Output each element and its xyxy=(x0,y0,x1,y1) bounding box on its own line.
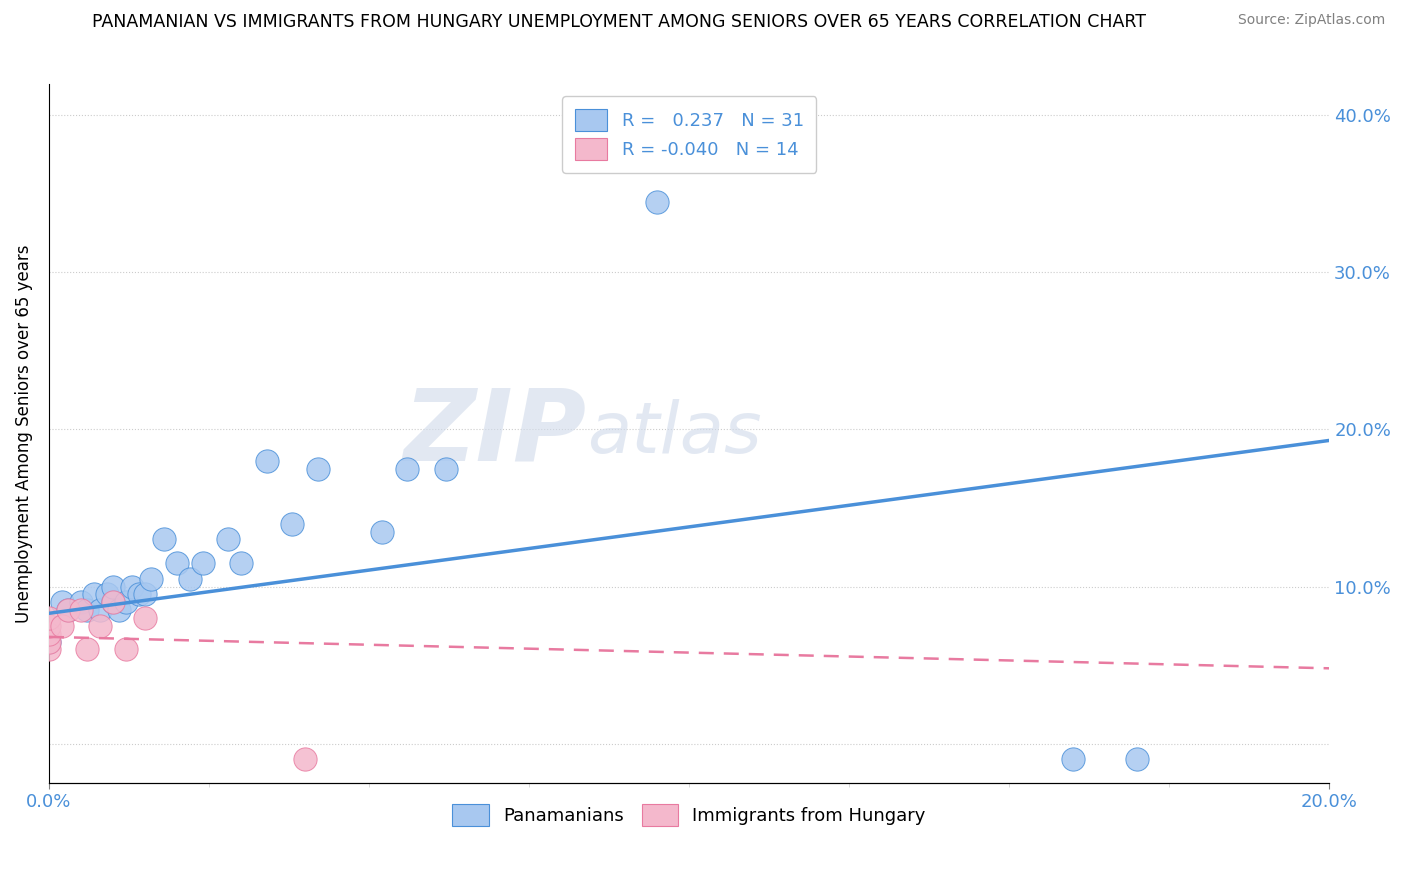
Point xyxy=(294,752,316,766)
Point xyxy=(70,595,93,609)
Legend: Panamanians, Immigrants from Hungary: Panamanians, Immigrants from Hungary xyxy=(446,797,934,833)
Point xyxy=(153,533,176,547)
Point xyxy=(38,626,60,640)
Point xyxy=(114,595,136,609)
Point xyxy=(56,603,79,617)
Point xyxy=(101,595,124,609)
Text: Source: ZipAtlas.com: Source: ZipAtlas.com xyxy=(1237,13,1385,28)
Point xyxy=(101,580,124,594)
Text: ZIP: ZIP xyxy=(404,384,586,482)
Point xyxy=(128,587,150,601)
Point xyxy=(1126,752,1149,766)
Point xyxy=(89,603,111,617)
Point xyxy=(89,619,111,633)
Point xyxy=(38,619,60,633)
Point xyxy=(645,194,668,209)
Point xyxy=(101,595,124,609)
Point xyxy=(307,461,329,475)
Point xyxy=(217,533,239,547)
Point xyxy=(38,634,60,648)
Point xyxy=(76,603,98,617)
Point xyxy=(134,587,156,601)
Y-axis label: Unemployment Among Seniors over 65 years: Unemployment Among Seniors over 65 years xyxy=(15,244,32,623)
Point xyxy=(281,516,304,531)
Point xyxy=(114,642,136,657)
Point xyxy=(371,524,394,539)
Point xyxy=(96,587,118,601)
Point xyxy=(121,580,143,594)
Point xyxy=(191,556,214,570)
Point xyxy=(434,461,457,475)
Point xyxy=(83,587,105,601)
Text: PANAMANIAN VS IMMIGRANTS FROM HUNGARY UNEMPLOYMENT AMONG SENIORS OVER 65 YEARS C: PANAMANIAN VS IMMIGRANTS FROM HUNGARY UN… xyxy=(91,13,1146,31)
Text: atlas: atlas xyxy=(586,399,761,468)
Point xyxy=(396,461,419,475)
Point xyxy=(166,556,188,570)
Point xyxy=(70,603,93,617)
Point xyxy=(38,642,60,657)
Point xyxy=(1062,752,1084,766)
Point xyxy=(108,603,131,617)
Point xyxy=(51,595,73,609)
Point xyxy=(256,454,278,468)
Point xyxy=(38,611,60,625)
Point xyxy=(229,556,252,570)
Point xyxy=(56,603,79,617)
Point xyxy=(38,634,60,648)
Point xyxy=(179,572,201,586)
Point xyxy=(51,619,73,633)
Point xyxy=(141,572,163,586)
Point xyxy=(134,611,156,625)
Point xyxy=(76,642,98,657)
